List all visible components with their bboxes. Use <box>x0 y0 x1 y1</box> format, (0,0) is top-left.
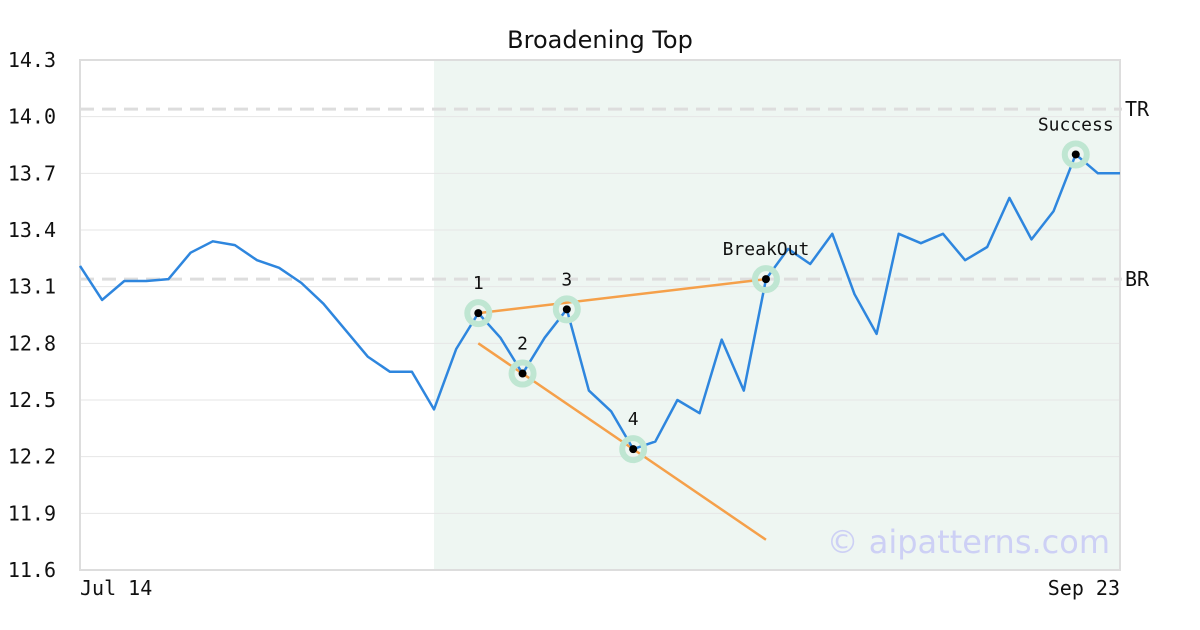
pivot-marker-halo <box>552 295 581 324</box>
pivot-label: Success <box>1038 114 1114 135</box>
pivot-marker-dot <box>761 275 770 284</box>
chart-title: Broadening Top <box>507 26 693 54</box>
pivot-marker-halo <box>751 265 780 294</box>
pivot-label: 4 <box>628 409 639 430</box>
y-tick-label: 11.9 <box>8 501 56 525</box>
y-tick-label: 14.0 <box>8 105 56 129</box>
pivot-label: 3 <box>561 269 572 290</box>
pivot-marker-dot <box>629 445 638 454</box>
pivot-label: BreakOut <box>723 239 810 260</box>
pivot-marker-halo <box>508 359 537 388</box>
plot-frame <box>79 59 1121 571</box>
y-tick-label: 12.8 <box>8 331 56 355</box>
pattern-region <box>434 60 1120 570</box>
reference-label-tr: TR <box>1125 97 1150 121</box>
x-tick-label: Jul 14 <box>80 576 152 600</box>
pivot-marker-dot <box>1071 150 1080 159</box>
pivot-marker-dot <box>562 305 571 314</box>
trendline <box>478 277 767 315</box>
y-tick-label: 11.6 <box>8 558 56 582</box>
y-tick-label: 12.5 <box>8 388 56 412</box>
pivot-marker-halo <box>464 299 493 328</box>
pivot-marker-halo <box>1061 140 1090 169</box>
y-tick-label: 13.1 <box>8 275 56 299</box>
y-tick-label: 14.3 <box>8 48 56 72</box>
price-line <box>78 153 1120 451</box>
reference-label-br: BR <box>1125 267 1150 291</box>
y-tick-label: 13.4 <box>8 218 56 242</box>
y-tick-label: 13.7 <box>8 161 56 185</box>
pivot-label: 2 <box>517 334 528 355</box>
y-tick-label: 12.2 <box>8 445 56 469</box>
pivot-label: 1 <box>473 273 484 294</box>
watermark: © aipatterns.com <box>827 523 1110 561</box>
x-tick-label: Sep 23 <box>1048 576 1120 600</box>
pivot-marker-dot <box>474 309 483 318</box>
pivot-marker-dot <box>518 369 527 378</box>
pivot-marker-halo <box>619 435 648 464</box>
